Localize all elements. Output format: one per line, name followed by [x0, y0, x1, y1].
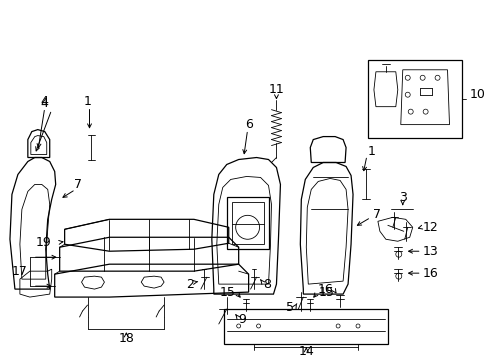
Text: 17: 17 — [12, 265, 28, 278]
Text: 5: 5 — [286, 301, 294, 314]
Text: 15: 15 — [220, 285, 235, 298]
Text: 10: 10 — [468, 88, 484, 101]
Text: 8: 8 — [263, 278, 271, 291]
Text: 2: 2 — [185, 278, 194, 291]
Text: 6: 6 — [244, 118, 252, 131]
Text: 19: 19 — [36, 236, 52, 249]
Text: 4: 4 — [41, 97, 49, 110]
Text: 15: 15 — [318, 285, 333, 298]
Text: 14: 14 — [298, 345, 313, 359]
Text: 13: 13 — [422, 245, 438, 258]
Text: 12: 12 — [422, 221, 438, 234]
Text: 18: 18 — [118, 332, 134, 346]
Text: 1: 1 — [83, 95, 91, 108]
Text: 9: 9 — [238, 312, 246, 325]
Text: 7: 7 — [73, 178, 81, 191]
Text: 7: 7 — [372, 208, 380, 221]
Text: 16: 16 — [422, 267, 438, 280]
Text: 4: 4 — [41, 95, 49, 108]
Text: 11: 11 — [268, 83, 284, 96]
Text: 3: 3 — [398, 191, 406, 204]
Text: 1: 1 — [367, 145, 375, 158]
Text: 16: 16 — [317, 283, 332, 296]
